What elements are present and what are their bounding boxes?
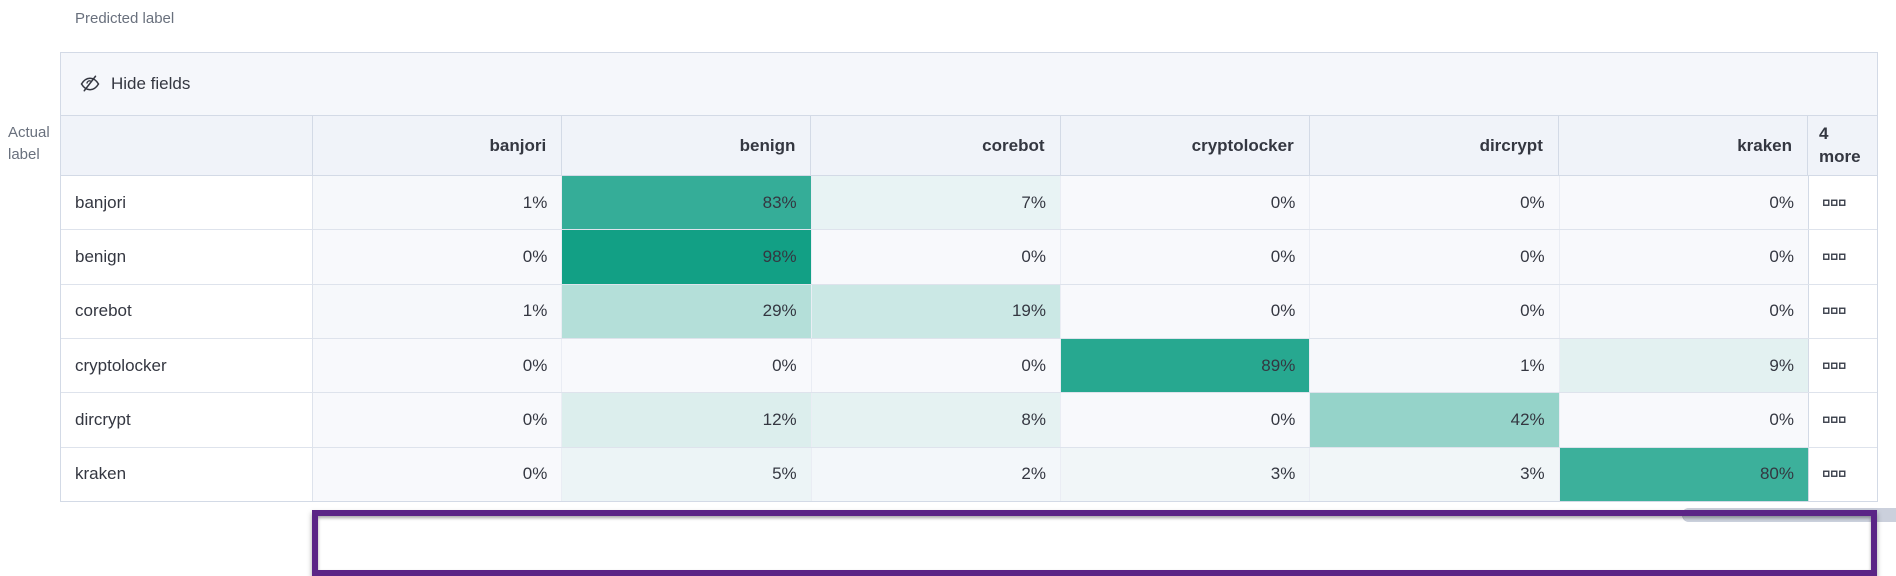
column-header-banjori[interactable]: banjori	[313, 116, 563, 175]
cell-corebot-cryptolocker[interactable]: 0%	[1060, 284, 1311, 338]
cell-cryptolocker-more	[1807, 338, 1877, 393]
cell-banjori-dircrypt[interactable]: 0%	[1310, 176, 1560, 230]
grid-toolbar: Hide fields	[61, 53, 1877, 116]
eye-closed-icon	[80, 74, 100, 94]
cell-kraken-cryptolocker[interactable]: 3%	[1060, 447, 1311, 501]
cell-benign-corebot[interactable]: 0%	[811, 230, 1061, 284]
row-label-benign[interactable]: benign	[61, 230, 313, 284]
horizontal-scrollbar[interactable]	[1682, 508, 1896, 522]
cell-cryptolocker-banjori[interactable]: 0%	[313, 338, 563, 393]
cell-kraken-more	[1807, 447, 1877, 501]
confusion-matrix-grid: Hide fields banjori benign corebot cryptolo…	[60, 52, 1878, 576]
grid-row-corebot: corebot 1% 29% 19% 0% 0% 0%	[61, 284, 1877, 339]
cell-benign-dircrypt[interactable]: 0%	[1310, 230, 1560, 284]
cell-dircrypt-kraken[interactable]: 0%	[1559, 393, 1809, 447]
header-more-columns[interactable]: 4 more	[1819, 123, 1861, 166]
cell-banjori-benign[interactable]: 83%	[562, 176, 812, 230]
cell-corebot-benign[interactable]: 29%	[562, 284, 812, 338]
cell-banjori-more	[1807, 176, 1877, 230]
grid-body: banjori 1% 83% 7% 0% 0% 0% benign 0% 98% 0% 0% 0% 0% c…	[61, 176, 1877, 501]
grid-row-cryptolocker: cryptolocker 0% 0% 0% 89% 1% 9%	[61, 338, 1877, 394]
hide-fields-label: Hide fields	[111, 74, 191, 93]
column-header-kraken[interactable]: kraken	[1559, 116, 1809, 175]
row-label-dircrypt[interactable]: dircrypt	[61, 393, 313, 447]
header-corner-cell	[61, 116, 313, 175]
cell-corebot-banjori[interactable]: 1%	[313, 284, 563, 338]
hide-fields-button[interactable]: Hide fields	[80, 74, 190, 94]
cell-benign-benign[interactable]: 98%	[562, 230, 812, 284]
cell-benign-banjori[interactable]: 0%	[313, 230, 563, 284]
grid-row-dircrypt: dircrypt 0% 12% 8% 0% 42% 0%	[61, 393, 1877, 448]
cell-banjori-banjori[interactable]: 1%	[313, 176, 563, 230]
cell-dircrypt-more	[1807, 393, 1877, 447]
cell-corebot-more	[1807, 284, 1877, 338]
cell-kraken-banjori[interactable]: 0%	[313, 447, 563, 501]
cell-kraken-kraken[interactable]: 80%	[1559, 447, 1809, 501]
cell-cryptolocker-dircrypt[interactable]: 1%	[1310, 338, 1560, 393]
row-label-banjori[interactable]: banjori	[61, 176, 313, 230]
boxes-horizontal-icon[interactable]	[1821, 305, 1849, 317]
cell-benign-more	[1807, 230, 1877, 284]
cell-dircrypt-banjori[interactable]: 0%	[313, 393, 563, 447]
row-label-corebot[interactable]: corebot	[61, 284, 313, 338]
grid-row-benign: benign 0% 98% 0% 0% 0% 0%	[61, 230, 1877, 285]
cell-dircrypt-cryptolocker[interactable]: 0%	[1060, 393, 1311, 447]
cell-benign-cryptolocker[interactable]: 0%	[1060, 230, 1311, 284]
boxes-horizontal-icon[interactable]	[1821, 468, 1849, 480]
grid-header-row: banjori benign corebot cryptolocker dircrypt…	[61, 116, 1877, 176]
row-label-kraken[interactable]: kraken	[61, 447, 313, 501]
cell-dircrypt-corebot[interactable]: 8%	[811, 393, 1061, 447]
cell-cryptolocker-cryptolocker[interactable]: 89%	[1060, 338, 1311, 393]
cell-cryptolocker-kraken[interactable]: 9%	[1559, 338, 1809, 393]
cell-corebot-corebot[interactable]: 19%	[811, 284, 1061, 338]
row-label-cryptolocker[interactable]: cryptolocker	[61, 338, 313, 393]
column-header-benign[interactable]: benign	[562, 116, 812, 175]
actual-axis-label: Actual label	[8, 124, 50, 163]
highlight-box	[312, 510, 1877, 576]
boxes-horizontal-icon[interactable]	[1821, 197, 1849, 209]
cell-corebot-dircrypt[interactable]: 0%	[1310, 284, 1560, 338]
cell-cryptolocker-corebot[interactable]: 0%	[811, 338, 1061, 393]
grid-row-banjori: banjori 1% 83% 7% 0% 0% 0%	[61, 176, 1877, 231]
boxes-horizontal-icon[interactable]	[1821, 251, 1849, 263]
boxes-horizontal-icon[interactable]	[1821, 414, 1849, 426]
cell-dircrypt-benign[interactable]: 12%	[562, 393, 812, 447]
cell-banjori-corebot[interactable]: 7%	[811, 176, 1061, 230]
grid-row-kraken: kraken 0% 5% 2% 3% 3% 80%	[61, 447, 1877, 501]
cell-banjori-kraken[interactable]: 0%	[1559, 176, 1809, 230]
boxes-horizontal-icon[interactable]	[1821, 360, 1849, 372]
cell-kraken-benign[interactable]: 5%	[562, 447, 812, 501]
cell-kraken-dircrypt[interactable]: 3%	[1310, 447, 1560, 501]
cell-kraken-corebot[interactable]: 2%	[811, 447, 1061, 501]
cell-corebot-kraken[interactable]: 0%	[1559, 284, 1809, 338]
predicted-axis-label: Predicted label	[75, 10, 175, 27]
column-header-dircrypt[interactable]: dircrypt	[1310, 116, 1559, 175]
column-header-corebot[interactable]: corebot	[811, 116, 1061, 175]
cell-benign-kraken[interactable]: 0%	[1559, 230, 1809, 284]
cell-cryptolocker-benign[interactable]: 0%	[562, 338, 812, 393]
column-header-cryptolocker[interactable]: cryptolocker	[1061, 116, 1310, 175]
cell-banjori-cryptolocker[interactable]: 0%	[1060, 176, 1311, 230]
cell-dircrypt-dircrypt[interactable]: 42%	[1310, 393, 1560, 447]
